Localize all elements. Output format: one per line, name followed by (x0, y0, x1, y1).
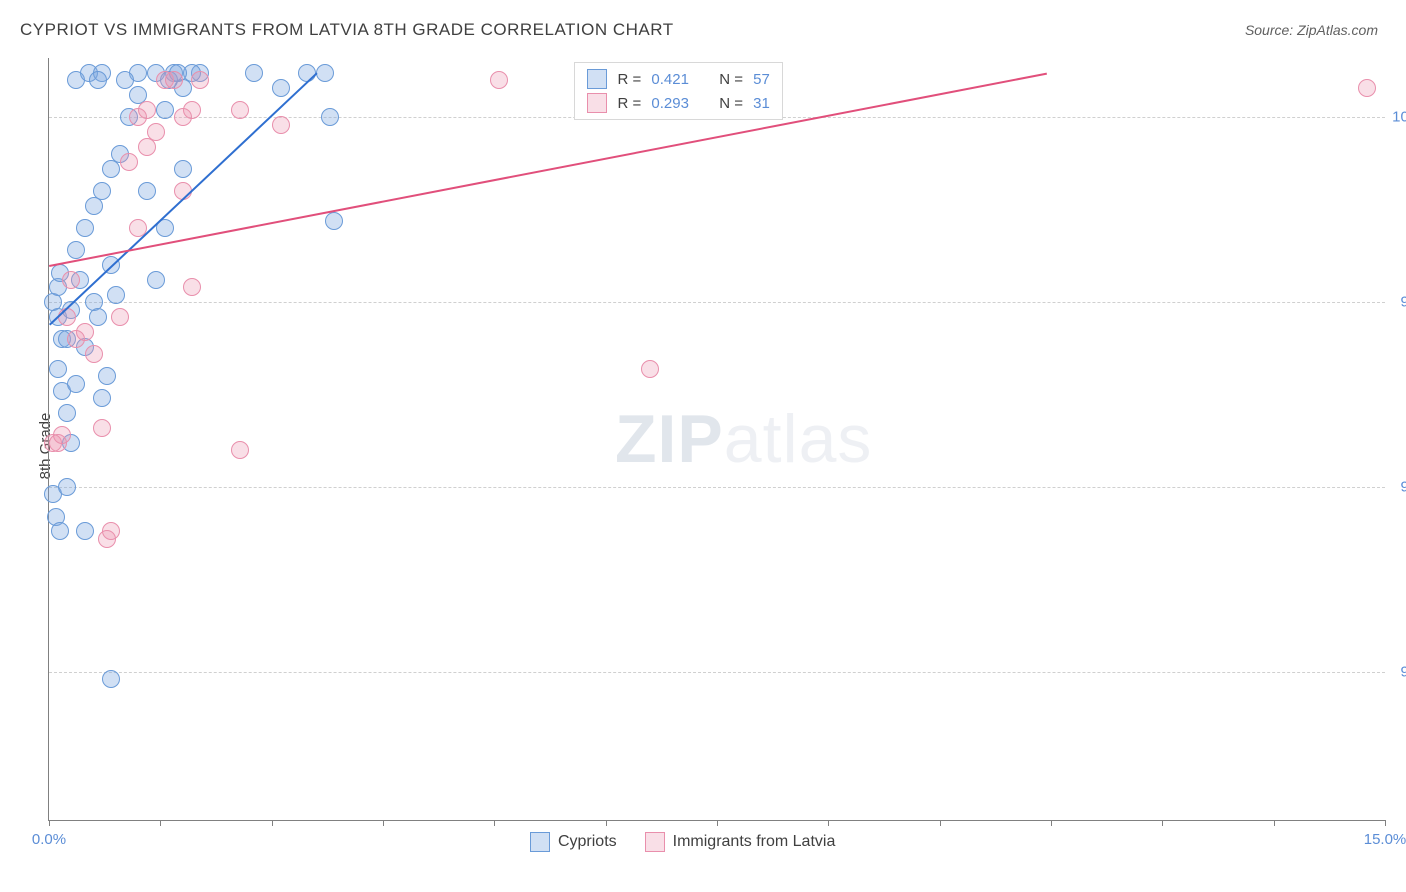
scatter-point (147, 123, 165, 141)
scatter-point (116, 71, 134, 89)
grid-line (49, 302, 1385, 303)
series-legend: Cypriots Immigrants from Latvia (530, 832, 863, 852)
scatter-point (245, 64, 263, 82)
scatter-point (138, 182, 156, 200)
scatter-point (89, 308, 107, 326)
scatter-point (156, 101, 174, 119)
r-label: R = (617, 71, 641, 88)
n-label: N = (719, 95, 743, 112)
scatter-point (89, 71, 107, 89)
x-tick (606, 820, 607, 826)
watermark: ZIPatlas (615, 400, 872, 478)
legend-item: Cypriots (530, 832, 617, 852)
legend-swatch (587, 69, 607, 89)
scatter-point (93, 419, 111, 437)
scatter-point (53, 426, 71, 444)
scatter-point (85, 345, 103, 363)
scatter-point (321, 108, 339, 126)
scatter-point (147, 271, 165, 289)
legend-label: Immigrants from Latvia (673, 833, 836, 851)
scatter-point (62, 271, 80, 289)
scatter-point (231, 101, 249, 119)
x-tick-label: 0.0% (32, 831, 66, 848)
grid-line (49, 672, 1385, 673)
scatter-point (231, 441, 249, 459)
legend-swatch (587, 93, 607, 113)
y-tick-label: 100.0% (1392, 109, 1406, 126)
chart-title: CYPRIOT VS IMMIGRANTS FROM LATVIA 8TH GR… (20, 20, 674, 40)
scatter-point (58, 308, 76, 326)
x-tick (1162, 820, 1163, 826)
scatter-point (316, 64, 334, 82)
legend-swatch (645, 832, 665, 852)
scatter-point (76, 219, 94, 237)
x-tick (494, 820, 495, 826)
y-tick-label: 97.5% (1400, 294, 1406, 311)
scatter-point (102, 670, 120, 688)
scatter-point (183, 278, 201, 296)
scatter-point (67, 241, 85, 259)
scatter-point (174, 160, 192, 178)
scatter-plot-area: 92.5%95.0%97.5%100.0%0.0%15.0%ZIPatlasR … (48, 58, 1385, 821)
scatter-point (641, 360, 659, 378)
scatter-point (102, 522, 120, 540)
scatter-point (165, 71, 183, 89)
legend-label: Cypriots (558, 833, 617, 851)
source-label: Source: ZipAtlas.com (1245, 22, 1378, 38)
scatter-point (272, 79, 290, 97)
n-label: N = (719, 71, 743, 88)
x-tick (828, 820, 829, 826)
legend-row: R = 0.293 N = 31 (575, 91, 781, 115)
x-tick (1051, 820, 1052, 826)
x-tick (160, 820, 161, 826)
scatter-point (138, 101, 156, 119)
correlation-legend: R = 0.421 N = 57 R = 0.293 N = 31 (574, 62, 782, 120)
scatter-point (67, 375, 85, 393)
scatter-point (111, 308, 129, 326)
trend-line (49, 73, 1047, 267)
legend-row: R = 0.421 N = 57 (575, 67, 781, 91)
scatter-point (49, 360, 67, 378)
scatter-point (325, 212, 343, 230)
x-tick (940, 820, 941, 826)
r-value: 0.421 (647, 71, 705, 88)
scatter-point (120, 153, 138, 171)
grid-line (49, 487, 1385, 488)
scatter-point (98, 367, 116, 385)
scatter-point (1358, 79, 1376, 97)
n-value: 31 (749, 95, 770, 112)
y-tick-label: 95.0% (1400, 479, 1406, 496)
y-tick-label: 92.5% (1400, 664, 1406, 681)
r-label: R = (617, 95, 641, 112)
scatter-point (107, 286, 125, 304)
scatter-point (183, 101, 201, 119)
scatter-point (272, 116, 290, 134)
r-value: 0.293 (647, 95, 705, 112)
x-tick (383, 820, 384, 826)
legend-item: Immigrants from Latvia (645, 832, 836, 852)
n-value: 57 (749, 71, 770, 88)
scatter-point (93, 182, 111, 200)
scatter-point (76, 522, 94, 540)
scatter-point (51, 522, 69, 540)
scatter-point (76, 323, 94, 341)
x-tick (1385, 820, 1386, 826)
scatter-point (191, 71, 209, 89)
scatter-point (58, 404, 76, 422)
x-tick-label: 15.0% (1364, 831, 1406, 848)
legend-swatch (530, 832, 550, 852)
scatter-point (58, 478, 76, 496)
x-tick (717, 820, 718, 826)
scatter-point (93, 389, 111, 407)
scatter-point (490, 71, 508, 89)
x-tick (1274, 820, 1275, 826)
x-tick (272, 820, 273, 826)
x-tick (49, 820, 50, 826)
